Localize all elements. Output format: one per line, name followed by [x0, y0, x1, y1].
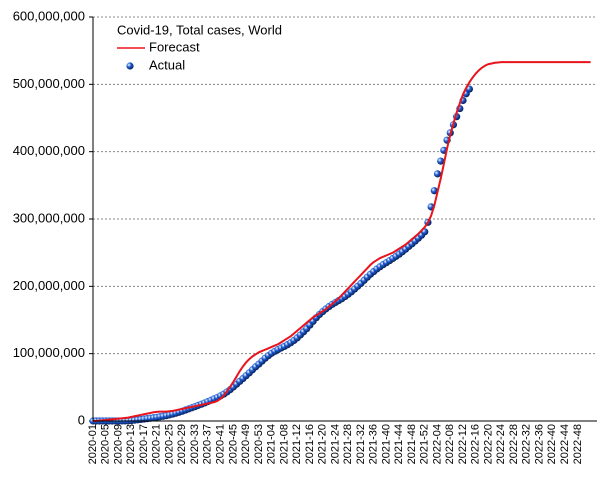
x-tick-label: 2020-17	[138, 424, 150, 464]
x-tick-label: 2022-32	[521, 424, 533, 464]
actual-point	[430, 187, 438, 195]
x-tick-label: 2021-24	[329, 424, 341, 464]
x-tick-label: 2021-16	[304, 424, 316, 464]
x-tick-label: 2021-20	[317, 424, 329, 464]
legend: Covid-19, Total cases, World Forecast Act…	[117, 22, 282, 72]
x-tick-label: 2020-13	[125, 424, 137, 464]
x-tick-label: 2021-12	[291, 424, 303, 464]
y-tick-label: 600,000,000	[13, 8, 85, 23]
x-tick-label: 2020-33	[189, 424, 201, 464]
x-tick-label: 2021-32	[355, 424, 367, 464]
x-tick-label: 2020-29	[176, 424, 188, 464]
x-tick-label: 2022-40	[546, 424, 558, 464]
x-tick-label: 2020-37	[202, 424, 214, 464]
x-tick-label: 2020-09	[112, 424, 124, 464]
x-tick-label: 2021-52	[419, 424, 431, 464]
x-tick-label: 2022-44	[559, 424, 571, 464]
legend-label: Forecast	[149, 39, 200, 54]
y-tick-label: 300,000,000	[13, 210, 85, 225]
x-tick-label: 2022-12	[457, 424, 469, 464]
actual-point	[437, 157, 445, 165]
x-tick-label: 2022-28	[508, 424, 520, 464]
x-tick-label: 2020-53	[253, 424, 265, 464]
x-tick-label: 2021-36	[368, 424, 380, 464]
x-tick-label: 2020-01	[87, 424, 99, 464]
y-tick-label: 0	[78, 412, 85, 427]
x-tick-label: 2020-05	[100, 424, 112, 464]
x-tick-label: 2020-25	[163, 424, 175, 464]
marks	[89, 61, 591, 425]
x-tick-label: 2022-04	[431, 424, 443, 464]
x-tick-label: 2020-45	[227, 424, 239, 464]
grid	[89, 16, 597, 422]
x-tick-label: 2021-04	[266, 424, 278, 464]
x-tick-label: 2022-24	[495, 424, 507, 464]
legend-title: Covid-19, Total cases, World	[117, 22, 282, 37]
x-tick-label: 2022-48	[572, 424, 584, 464]
y-tick-label: 200,000,000	[13, 278, 85, 293]
x-tick-label: 2021-28	[342, 424, 354, 464]
y-tick-label: 100,000,000	[13, 345, 85, 360]
forecast-line	[93, 61, 591, 422]
legend-label: Actual	[149, 57, 185, 72]
x-tick-label: 2021-40	[380, 424, 392, 464]
y-tick-label: 400,000,000	[13, 143, 85, 158]
x-tick-label: 2022-08	[444, 424, 456, 464]
x-tick-label: 2021-44	[393, 424, 405, 464]
x-tick-label: 2020-21	[151, 424, 163, 464]
x-tick-label: 2021-48	[406, 424, 418, 464]
y-tick-label: 500,000,000	[13, 76, 85, 91]
x-tick-label: 2020-49	[240, 424, 252, 464]
x-tick-label: 2022-36	[533, 424, 545, 464]
x-tick-label: 2022-16	[470, 424, 482, 464]
actual-point	[433, 170, 442, 178]
legend-swatch	[126, 62, 134, 70]
x-tick-label: 2022-20	[482, 424, 494, 464]
x-tick-label: 2020-41	[215, 424, 227, 464]
x-tick-label: 2021-08	[278, 424, 290, 464]
